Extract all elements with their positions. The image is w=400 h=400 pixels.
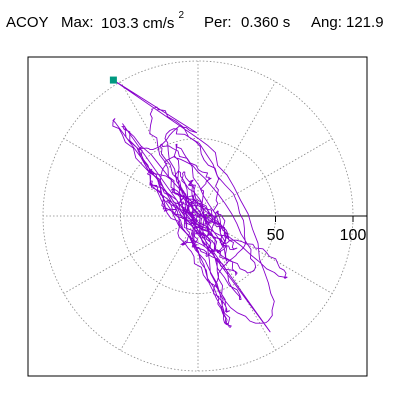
radial-axis: 50 100 [198,215,367,244]
max-value-text: 103.3 cm/s [101,15,175,32]
grid-spoke [197,138,333,217]
max-point-marker [109,76,117,84]
period-label: Per: [204,14,232,31]
grid-spoke [197,81,276,217]
particle-motion-trace [112,79,288,333]
max-point-layer [109,76,117,84]
grid-spoke [197,215,333,294]
radial-tick-label: 100 [340,227,367,244]
max-label: Max: [61,14,94,31]
grid-spoke [63,215,199,294]
station-code: ACOY [6,14,49,31]
angle-value: 121.9 [346,14,384,31]
radial-tick-label: 50 [267,227,285,244]
grid-spoke [197,215,276,351]
grid-spoke [120,215,199,351]
max-value: 103.3 cm/s 2 [101,10,184,32]
period-value: 0.360 s [241,14,291,31]
angle-label: Ang: [311,14,342,31]
max-unit-exponent: 2 [178,10,185,21]
motion-path [112,79,288,333]
